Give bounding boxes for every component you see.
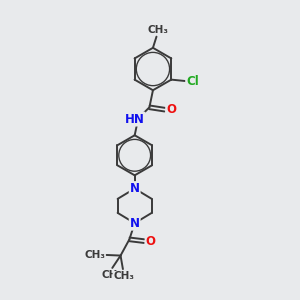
Text: CH₃: CH₃ xyxy=(84,250,105,260)
Text: CH₃: CH₃ xyxy=(101,270,122,280)
Text: HN: HN xyxy=(125,112,145,126)
Text: CH₃: CH₃ xyxy=(148,25,169,34)
Text: CH₃: CH₃ xyxy=(113,272,134,281)
Text: Cl: Cl xyxy=(186,75,199,88)
Text: N: N xyxy=(130,182,140,195)
Text: N: N xyxy=(130,217,140,230)
Text: O: O xyxy=(146,235,156,248)
Text: O: O xyxy=(166,103,176,116)
